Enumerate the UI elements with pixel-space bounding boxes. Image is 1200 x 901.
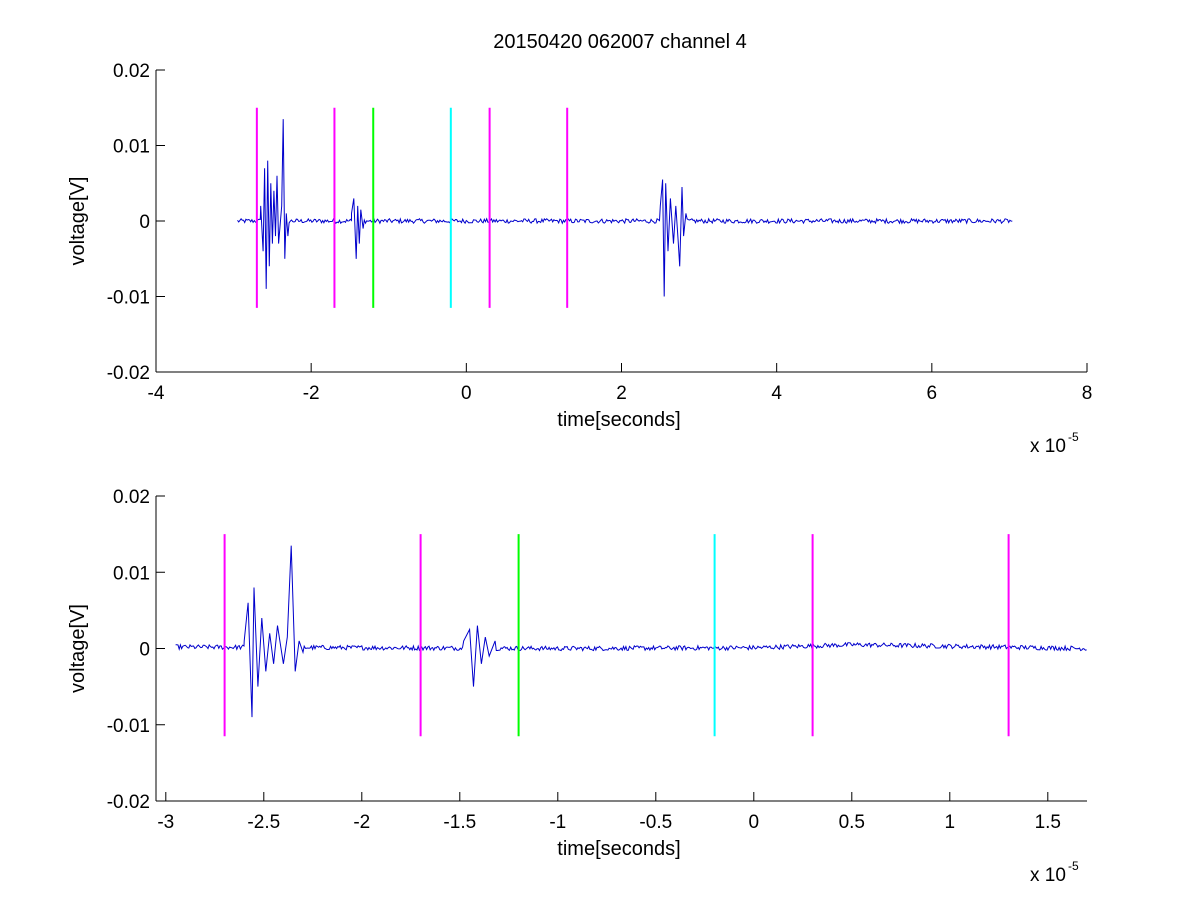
bottom-x-tick-label: -2.5 [247, 812, 280, 833]
bottom-y-tick-label: -0.01 [107, 716, 150, 737]
top-x-tick-label: 4 [771, 383, 782, 404]
bottom-y-tick-label: 0.02 [113, 487, 150, 508]
bottom-y-tick-label: -0.02 [107, 792, 150, 813]
chart-title: 20150420 062007 channel 4 [493, 31, 747, 53]
top-plot: -0.02 -0.01 0 0.01 0.02 -4 -2 0 2 4 6 8 time[seconds… [67, 61, 1092, 457]
top-x-tick-label: 0 [461, 383, 472, 404]
top-signal-trace [237, 119, 1013, 297]
bottom-y-tick-label: 0.01 [113, 563, 150, 584]
bottom-x-tick-label: -1.5 [443, 812, 476, 833]
top-x-axis-label: time[seconds] [557, 409, 680, 431]
top-y-tick-label: 0 [139, 212, 150, 233]
top-y-tick-label: 0.02 [113, 61, 150, 82]
bottom-signal-trace [175, 545, 1087, 718]
bottom-x-tick-label: -1 [549, 812, 566, 833]
top-x-tick-label: 6 [927, 383, 938, 404]
bottom-y-tick-label: 0 [139, 640, 150, 661]
top-y-tick-label: 0.01 [113, 137, 150, 158]
bottom-x-tick-label: -0.5 [639, 812, 672, 833]
bottom-x-tick-label: -3 [157, 812, 174, 833]
top-x-tick-label: -2 [303, 383, 320, 404]
bottom-x-tick-label: -2 [353, 812, 370, 833]
top-y-axis-label: voltage[V] [67, 177, 89, 266]
top-y-tick-label: -0.02 [107, 363, 150, 384]
bottom-x-tick-label: 0.5 [839, 812, 865, 833]
top-x-tick-label: 2 [616, 383, 627, 404]
bottom-x-multiplier: x 10 [1030, 865, 1066, 886]
bottom-x-tick-label: 1 [945, 812, 956, 833]
top-x-multiplier: x 10 [1030, 436, 1066, 457]
bottom-x-tick-label: 1.5 [1035, 812, 1061, 833]
bottom-x-axis-label: time[seconds] [557, 838, 680, 860]
top-x-tick-label: -4 [148, 383, 165, 404]
bottom-x-tick-label: 0 [749, 812, 760, 833]
top-x-tick-label: 8 [1082, 383, 1093, 404]
bottom-y-axis-label: voltage[V] [67, 604, 89, 693]
bottom-plot: -0.02 -0.01 0 0.01 0.02 -3 -2.5 -2 -1.5 -1 -0.5 0 0.… [67, 487, 1087, 886]
top-y-tick-label: -0.01 [107, 288, 150, 309]
top-x-multiplier-exponent: -5 [1068, 430, 1079, 444]
bottom-x-multiplier-exponent: -5 [1068, 859, 1079, 873]
